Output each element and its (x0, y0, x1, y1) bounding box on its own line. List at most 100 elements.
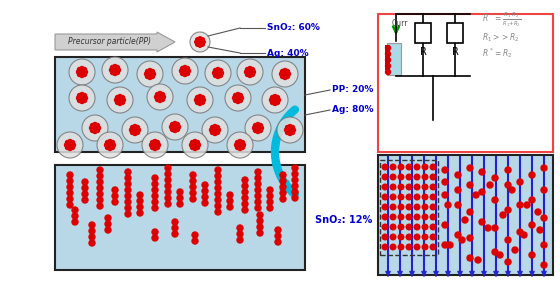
Circle shape (382, 224, 388, 230)
Circle shape (406, 214, 412, 220)
Circle shape (161, 98, 165, 101)
Circle shape (82, 191, 88, 197)
Circle shape (255, 193, 261, 199)
Circle shape (192, 232, 198, 238)
Circle shape (108, 140, 112, 143)
Circle shape (291, 130, 295, 134)
Circle shape (158, 98, 162, 103)
Circle shape (430, 234, 436, 240)
Circle shape (156, 98, 160, 101)
Circle shape (422, 184, 428, 190)
Circle shape (242, 177, 248, 183)
Circle shape (227, 204, 233, 210)
Circle shape (257, 230, 263, 236)
Circle shape (105, 140, 110, 145)
Circle shape (129, 128, 133, 132)
Circle shape (414, 184, 420, 190)
Circle shape (118, 94, 122, 98)
Circle shape (535, 209, 541, 215)
Circle shape (275, 239, 281, 245)
Circle shape (442, 167, 448, 173)
Circle shape (130, 130, 134, 134)
Circle shape (180, 69, 184, 73)
Circle shape (195, 100, 199, 104)
Circle shape (255, 187, 261, 193)
Circle shape (462, 217, 468, 223)
Text: PP: 20%: PP: 20% (332, 85, 374, 94)
Circle shape (133, 128, 137, 132)
Circle shape (385, 58, 390, 62)
Bar (385, 45, 390, 70)
Circle shape (286, 70, 290, 74)
Circle shape (288, 124, 292, 128)
Circle shape (173, 122, 177, 125)
Circle shape (193, 143, 197, 147)
Circle shape (151, 140, 155, 145)
Circle shape (236, 100, 240, 104)
Circle shape (414, 224, 420, 230)
Circle shape (190, 190, 196, 196)
Circle shape (517, 202, 523, 208)
Circle shape (270, 95, 274, 100)
Circle shape (242, 189, 248, 195)
Circle shape (89, 234, 95, 240)
Circle shape (165, 165, 171, 171)
Circle shape (200, 100, 204, 104)
Circle shape (414, 174, 420, 180)
Circle shape (459, 237, 465, 243)
Circle shape (89, 228, 95, 234)
Circle shape (156, 146, 160, 149)
Circle shape (280, 190, 286, 196)
Circle shape (71, 146, 74, 149)
Circle shape (280, 172, 286, 178)
Circle shape (254, 128, 258, 133)
Circle shape (213, 74, 217, 77)
Circle shape (153, 140, 157, 143)
Circle shape (398, 164, 404, 170)
Circle shape (83, 96, 87, 100)
Circle shape (113, 68, 117, 72)
Circle shape (198, 44, 202, 47)
Ellipse shape (262, 87, 288, 113)
Circle shape (153, 146, 157, 151)
Circle shape (96, 128, 100, 133)
Circle shape (537, 227, 543, 233)
Circle shape (475, 257, 481, 263)
Circle shape (156, 92, 160, 97)
Circle shape (152, 235, 158, 241)
Circle shape (108, 143, 112, 147)
Circle shape (242, 183, 248, 189)
Circle shape (455, 187, 461, 193)
Ellipse shape (205, 60, 231, 86)
Bar (378, 155, 553, 275)
Circle shape (193, 140, 197, 143)
Circle shape (105, 215, 111, 221)
Circle shape (473, 192, 479, 198)
Circle shape (66, 146, 69, 149)
Circle shape (238, 140, 242, 143)
Circle shape (105, 143, 109, 147)
Circle shape (292, 128, 296, 132)
Circle shape (89, 240, 95, 246)
Circle shape (158, 92, 162, 95)
Circle shape (248, 74, 252, 77)
Circle shape (213, 131, 217, 136)
Circle shape (255, 199, 261, 205)
Circle shape (220, 71, 223, 75)
Circle shape (218, 74, 222, 77)
Circle shape (406, 234, 412, 240)
Bar (380, 160, 438, 255)
Circle shape (165, 171, 171, 177)
Circle shape (442, 192, 448, 198)
Circle shape (125, 205, 131, 211)
Circle shape (211, 125, 214, 130)
Circle shape (422, 224, 428, 230)
Circle shape (185, 67, 189, 70)
Circle shape (195, 40, 198, 44)
Circle shape (202, 194, 208, 200)
Circle shape (273, 94, 277, 98)
Circle shape (492, 225, 498, 231)
Circle shape (406, 164, 412, 170)
Circle shape (414, 214, 420, 220)
Circle shape (398, 174, 404, 180)
